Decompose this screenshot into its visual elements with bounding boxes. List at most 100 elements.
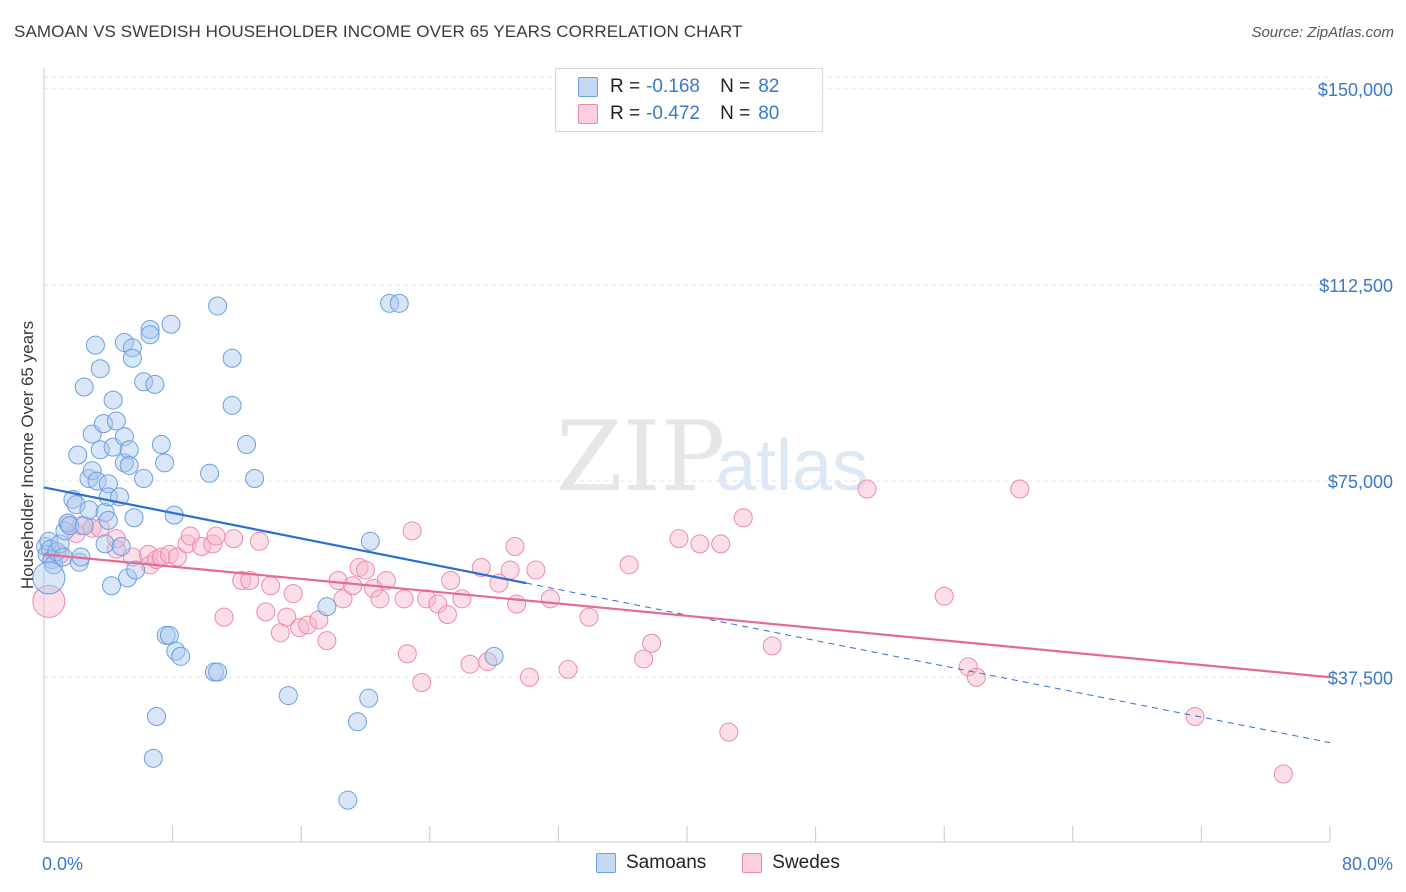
point-swedes — [966, 667, 986, 687]
point-swedes — [82, 518, 102, 538]
point-swedes — [719, 722, 739, 742]
point-samoans — [278, 686, 298, 706]
point-swedes — [343, 576, 363, 596]
point-samoans — [171, 646, 191, 666]
point-swedes — [519, 667, 539, 687]
legend-row-swedes: R = -0.472 N = 80 — [578, 101, 779, 127]
point-swedes — [1010, 479, 1030, 499]
point-swedes — [507, 594, 527, 614]
point-samoans — [360, 531, 380, 551]
point-samoans — [79, 500, 99, 520]
point-samoans — [118, 568, 138, 588]
point-swedes — [394, 589, 414, 609]
point-swedes — [642, 633, 662, 653]
point-swedes — [558, 659, 578, 679]
point-samoans — [79, 469, 99, 489]
legend-r-value: -0.472 — [646, 103, 700, 124]
point-swedes — [261, 576, 281, 596]
point-swedes — [370, 589, 390, 609]
point-samoans — [208, 296, 228, 316]
legend-row-samoans: R = -0.168 N = 82 — [578, 74, 779, 100]
legend-n-label: N = — [720, 76, 751, 97]
axes — [43, 68, 1331, 843]
point-samoans — [95, 534, 115, 554]
y-tick-label: $75,000 — [1328, 472, 1393, 492]
legend-swatch-samoans — [578, 77, 598, 97]
point-samoans — [119, 455, 139, 475]
y-tick-label: $150,000 — [1318, 80, 1393, 100]
point-swedes — [224, 529, 244, 549]
point-swedes — [177, 534, 197, 554]
trend-line-samoans — [43, 486, 527, 585]
point-samoans — [106, 411, 126, 431]
point-samoans — [102, 576, 122, 596]
point-swedes — [417, 589, 437, 609]
legend-r-label: R = — [610, 103, 641, 124]
point-swedes — [256, 602, 276, 622]
point-swedes — [277, 607, 297, 627]
point-swedes — [669, 529, 689, 549]
point-samoans — [126, 560, 146, 580]
legend-swatch-swedes — [578, 104, 598, 124]
point-swedes — [240, 571, 260, 591]
legend-item-samoans: Samoans — [596, 852, 706, 874]
point-samoans — [98, 510, 118, 530]
point-swedes — [452, 589, 472, 609]
point-samoans — [338, 790, 358, 810]
point-swedes — [478, 652, 498, 672]
point-swedes — [934, 586, 954, 606]
legend-label-samoans: Samoans — [626, 852, 707, 873]
point-samoans — [95, 503, 115, 523]
point-samoans — [147, 706, 167, 726]
series-legend: Samoans Swedes — [596, 852, 876, 874]
point-swedes — [283, 584, 303, 604]
legend-label-swedes: Swedes — [772, 852, 840, 873]
point-swedes — [1185, 706, 1205, 726]
point-swedes — [159, 544, 179, 564]
point-swedes — [356, 560, 375, 580]
point-samoans — [68, 445, 88, 465]
point-swedes — [762, 636, 782, 656]
point-samoans — [124, 508, 144, 528]
point-swedes — [505, 537, 525, 557]
point-samoans — [380, 293, 400, 313]
point-samoans — [122, 348, 142, 368]
point-swedes — [437, 605, 457, 625]
y-tick-label: $37,500 — [1328, 668, 1393, 688]
point-swedes — [733, 508, 753, 528]
point-samoans — [317, 597, 337, 617]
point-samoans — [245, 469, 265, 489]
point-swedes — [690, 534, 710, 554]
point-samoans — [103, 390, 123, 410]
point-swedes — [1273, 764, 1293, 784]
point-swedes — [412, 672, 432, 692]
point-samoans — [74, 516, 94, 536]
chart-title: SAMOAN VS SWEDISH HOUSEHOLDER INCOME OVE… — [14, 22, 743, 41]
point-samoans — [140, 319, 160, 339]
legend-r-label: R = — [610, 76, 641, 97]
correlation-legend: R = -0.168 N = 82 R = -0.472 N = 80 — [555, 68, 823, 132]
point-swedes — [402, 521, 422, 541]
point-swedes — [711, 534, 731, 554]
point-samoans — [39, 531, 59, 551]
point-samoans — [145, 374, 165, 394]
point-swedes — [90, 518, 110, 538]
point-swedes — [192, 537, 212, 557]
point-swedes — [298, 615, 318, 635]
point-swedes — [397, 644, 417, 664]
point-samoans — [222, 395, 242, 415]
point-samoans — [134, 372, 154, 392]
point-samoans — [134, 469, 154, 489]
watermark-atlas: atlas — [716, 426, 868, 506]
point-samoans — [82, 461, 102, 481]
point-swedes — [32, 584, 66, 618]
legend-item-swedes: Swedes — [742, 852, 840, 874]
point-samoans — [389, 293, 409, 313]
point-samoans — [237, 435, 257, 455]
point-samoans — [200, 463, 220, 483]
point-samoans — [87, 471, 107, 491]
x-tick-labels: 0.0% 80.0% — [42, 854, 1393, 874]
point-samoans — [143, 748, 163, 768]
point-swedes — [232, 571, 252, 591]
